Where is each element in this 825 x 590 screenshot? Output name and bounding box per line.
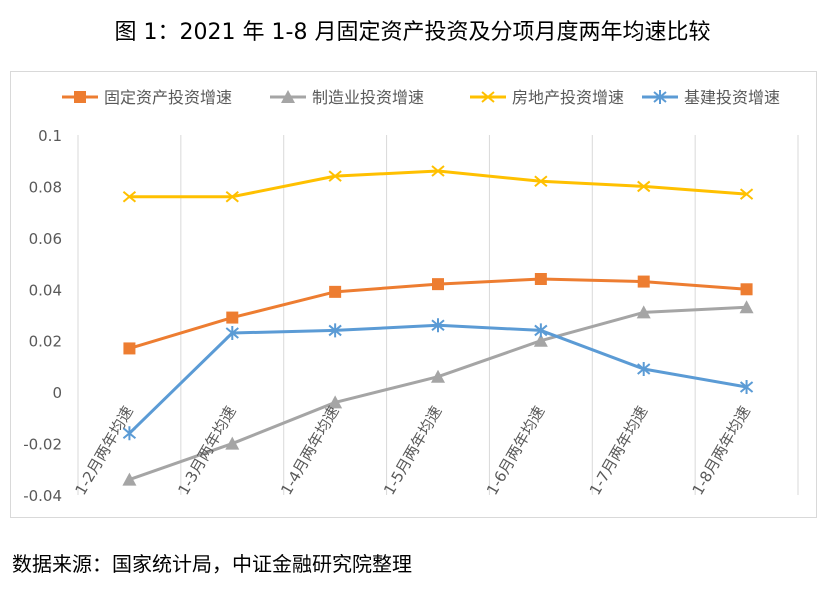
y-tick-label: 0.06	[29, 230, 62, 248]
data-point	[226, 311, 239, 324]
y-tick-label: -0.02	[23, 436, 62, 454]
x-tick-label: 1-3月两年均速	[174, 403, 239, 498]
legend-item: 基建投资增速	[642, 88, 780, 107]
x-tick-label: 1-6月两年均速	[483, 403, 548, 498]
data-point	[534, 273, 547, 285]
y-tick-label: 0.1	[38, 127, 62, 145]
data-point	[328, 323, 342, 338]
data-point	[636, 305, 651, 319]
series-4	[122, 318, 754, 441]
data-point	[74, 91, 86, 103]
series-2	[122, 300, 754, 486]
chart-frame	[10, 71, 817, 518]
data-point	[534, 323, 548, 338]
data-point	[122, 426, 137, 441]
data-point	[481, 91, 495, 103]
series-group	[122, 165, 754, 486]
data-point	[329, 285, 342, 298]
x-tick-label: 1-7月两年均速	[586, 403, 651, 498]
x-axis: 1-2月两年均速 1-3月两年均速 1-4月两年均速 1-5月两年均速 1-6月两年均速…	[72, 403, 754, 498]
data-point	[739, 380, 754, 394]
series-line	[128, 305, 747, 481]
x-tick-label: 1-5月两年均速	[380, 403, 445, 498]
legend-item: 房地产投资增速	[470, 88, 624, 107]
data-point	[740, 283, 753, 296]
legend-label: 固定资产投资增速	[104, 88, 232, 107]
y-tick-label: 0.04	[29, 281, 62, 299]
data-point	[123, 342, 136, 355]
data-point	[534, 175, 548, 188]
data-point	[328, 170, 342, 182]
data-point	[739, 188, 754, 200]
legend-label: 基建投资增速	[684, 88, 780, 107]
data-point	[637, 275, 650, 288]
legend-label: 制造业投资增速	[312, 88, 424, 107]
data-point	[432, 278, 444, 291]
data-point	[225, 326, 239, 340]
series-3	[122, 165, 754, 203]
y-tick-label: 0.08	[29, 178, 62, 196]
x-tick-label: 1-4月两年均速	[277, 403, 342, 498]
y-tick-label: 0.02	[29, 333, 62, 351]
legend-label: 房地产投资增速	[512, 88, 624, 107]
y-tick-label: -0.04	[23, 487, 62, 505]
data-point	[739, 300, 754, 314]
data-point	[122, 190, 137, 203]
data-point	[431, 165, 445, 177]
data-point	[122, 472, 137, 486]
data-point	[431, 318, 445, 333]
chart-title: 图 1：2021 年 1-8 月固定资产投资及分项月度两年均速比较	[114, 20, 711, 45]
data-point	[328, 395, 343, 409]
data-point	[533, 333, 548, 347]
legend: 固定资产投资增速 制造业投资增速 房地产投资增速 基建投资增速	[62, 88, 780, 107]
series-1	[123, 273, 753, 355]
y-axis: -0.04 -0.02 0 0.02 0.04 0.06 0.08 0.1	[23, 127, 62, 505]
legend-item: 固定资产投资增速	[62, 88, 232, 107]
series-line	[129, 169, 747, 199]
x-tick-label: 1-8月两年均速	[689, 403, 754, 498]
data-point	[637, 180, 651, 193]
y-tick-label: 0	[52, 384, 62, 402]
data-point	[637, 362, 651, 376]
data-point	[281, 90, 295, 103]
legend-item: 制造业投资增速	[270, 88, 424, 107]
data-point	[225, 190, 239, 203]
data-point	[225, 436, 240, 450]
data-point	[431, 369, 445, 383]
data-point	[653, 90, 667, 104]
gridlines	[77, 135, 799, 495]
source-note: 数据来源：国家统计局，中证金融研究院整理	[12, 552, 412, 576]
